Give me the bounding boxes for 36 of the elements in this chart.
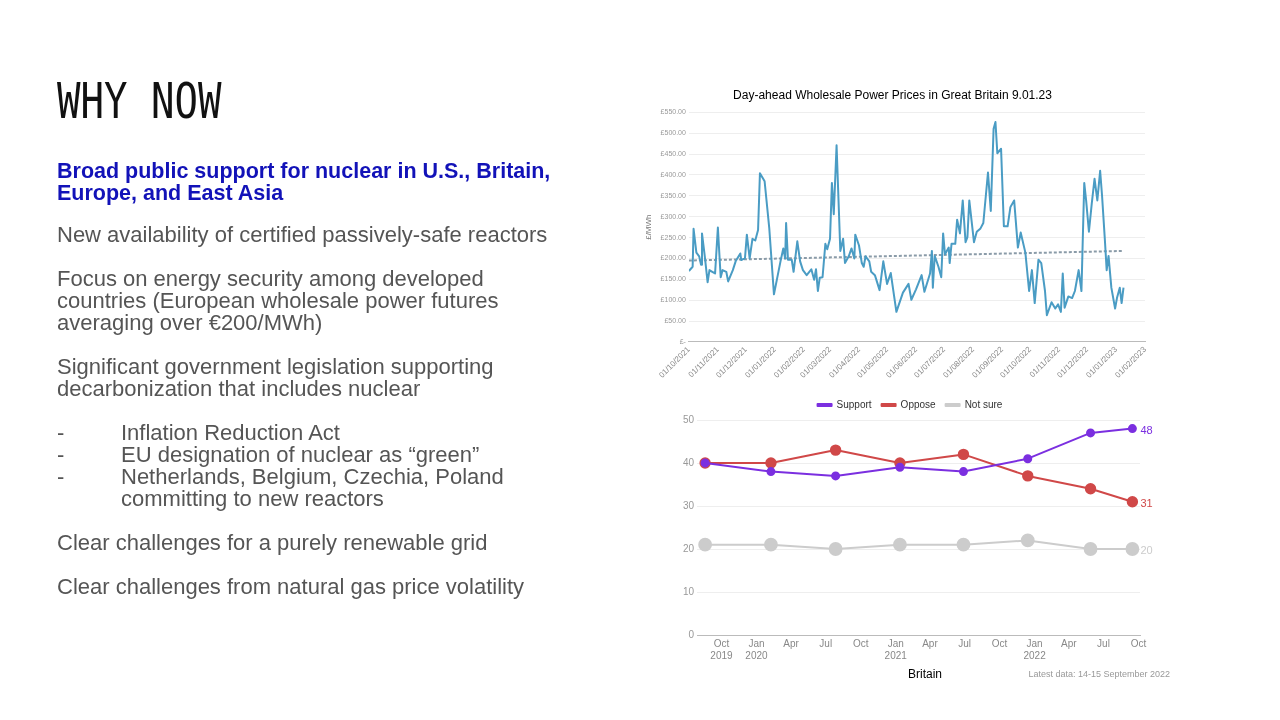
- x-tick-label: Oct: [1130, 637, 1147, 649]
- y-tick-label: 40: [683, 456, 695, 468]
- text: Broad public support for nuclear in U.S., Britain, Europe, and East Asia: [57, 159, 552, 205]
- x-tick-label: Jan 2021: [884, 637, 908, 661]
- x-tick-label: Jul: [958, 637, 971, 649]
- text: New availability of certified passively-safe reactors: [57, 222, 549, 247]
- text: Clear challenges from natural gas price volatility: [57, 574, 526, 599]
- y-tick-label: 30: [683, 499, 695, 511]
- legend-label: Not sure: [964, 398, 1003, 410]
- x-tick-label: Oct: [991, 637, 1008, 649]
- x-tick-label: Apr: [1061, 637, 1078, 649]
- y-tick-label: 50: [683, 413, 695, 425]
- text: WHY NOW: [57, 72, 223, 130]
- text: - Inflation Reduction Act - EU designation of nuclear as “green” - Netherlands, Belgium, Czechia, Poland committing to new reactors: [57, 420, 505, 511]
- y-tick-label: 20: [683, 542, 695, 554]
- data-label: 31: [1140, 496, 1153, 509]
- legend-label: Oppose: [900, 398, 937, 410]
- y-tick-label: 0: [688, 628, 695, 640]
- text: Britain: [907, 667, 942, 681]
- y-axis-title: £/MWh: [644, 214, 653, 240]
- y-tick-label: 10: [683, 585, 695, 597]
- x-tick-label: Jul: [819, 637, 833, 649]
- x-tick-label: Oct 2019: [710, 637, 734, 661]
- x-tick-label: Apr: [922, 637, 939, 649]
- x-tick-label: Oct: [852, 637, 869, 649]
- legend-label: Support: [836, 398, 872, 410]
- text: Latest data: 14-15 September 2022: [1028, 669, 1170, 679]
- x-tick-label: Jul: [1097, 637, 1110, 649]
- x-tick-label: Jan 2022: [1023, 637, 1047, 661]
- data-label: 48: [1140, 423, 1153, 436]
- chart-title: Day-ahead Wholesale Power Prices in Great Britain 9.01.23: [733, 87, 1053, 102]
- text: Focus on energy security among developed countries (European wholesale power futures averaging over €200/MWh): [57, 266, 500, 335]
- text: Clear challenges for a purely renewable grid: [57, 530, 489, 555]
- text: Significant government legislation supporting decarbonization that includes nuclear: [57, 354, 495, 401]
- x-tick-label: Apr: [783, 637, 800, 649]
- x-tick-label: Jan 2020: [745, 637, 769, 661]
